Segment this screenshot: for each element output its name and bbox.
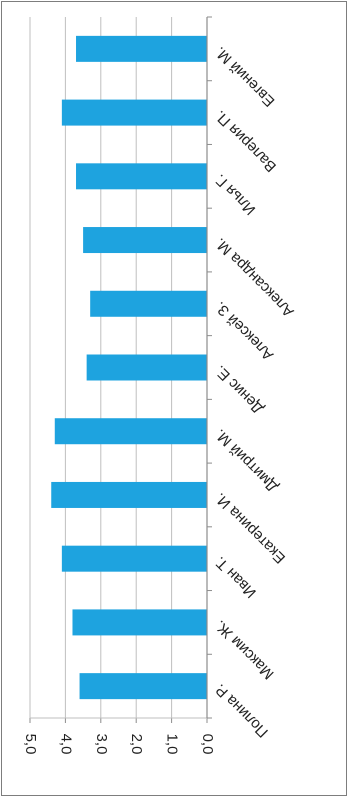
bar-6 — [86, 354, 207, 381]
bar-3 — [61, 545, 207, 572]
bar-2 — [72, 609, 207, 636]
bar-8 — [83, 227, 207, 254]
value-tick-label: 0,0 — [199, 734, 216, 755]
bar-9 — [76, 163, 208, 190]
bars — [51, 35, 208, 700]
value-tick-label: 3,0 — [93, 734, 110, 755]
value-tick-labels: 0,0 1,0 2,0 3,0 4,0 5,0 — [22, 734, 216, 755]
bar-10 — [61, 99, 207, 126]
bar-7 — [90, 290, 207, 317]
axes — [29, 16, 212, 723]
value-tick-label: 4,0 — [57, 734, 74, 755]
bar-11 — [76, 35, 208, 62]
value-tick-label: 1,0 — [164, 734, 181, 755]
bar-5 — [54, 418, 207, 445]
bar-4 — [51, 481, 207, 508]
value-tick-label: 5,0 — [22, 734, 39, 755]
value-tick-label: 2,0 — [128, 734, 145, 755]
chart-frame — [1, 1, 347, 796]
bar-1 — [79, 673, 207, 700]
